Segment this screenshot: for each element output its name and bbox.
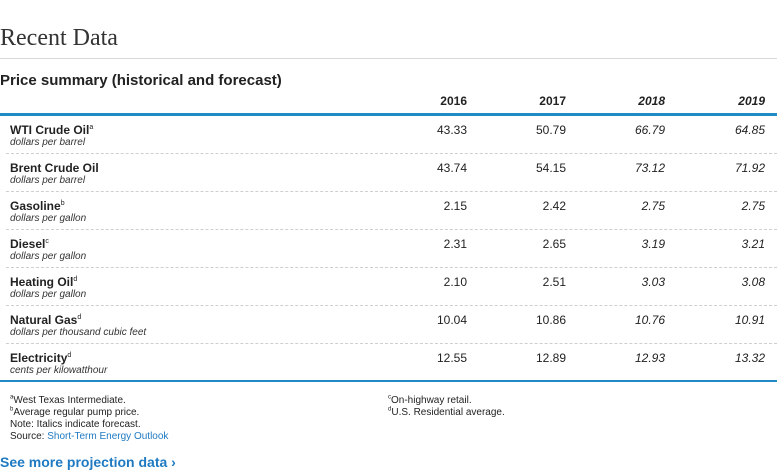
footnotes-left: aWest Texas Intermediate. bAverage regul… xyxy=(10,395,168,443)
year-header-2019: 2019 xyxy=(738,94,765,108)
row-label: Heating Oild xyxy=(10,275,78,289)
table-row: Electricityd cents per kilowatthour 12.5… xyxy=(0,344,777,382)
footnote-c: cOn-highway retail. xyxy=(388,394,472,406)
source-line: Source: Short-Term Energy Outlook xyxy=(10,431,169,442)
value-cell: 10.86 xyxy=(535,313,566,327)
forecast-cell: 10.76 xyxy=(634,313,665,327)
year-header-2017: 2017 xyxy=(539,94,566,108)
value-cell: 2.15 xyxy=(443,199,467,213)
row-unit: dollars per gallon xyxy=(10,289,87,300)
year-header-2018: 2018 xyxy=(638,94,665,108)
row-unit: dollars per barrel xyxy=(10,137,86,148)
table-row: Natural Gasd dollars per thousand cubic … xyxy=(0,306,777,344)
value-cell: 2.65 xyxy=(542,237,566,251)
row-label: Dieselc xyxy=(10,237,49,251)
year-header-2016: 2016 xyxy=(440,94,467,108)
table-row: Gasolineb dollars per gallon 2.15 2.42 2… xyxy=(0,192,777,230)
table-row: Dieselc dollars per gallon 2.31 2.65 3.1… xyxy=(0,230,777,268)
forecast-cell: 3.03 xyxy=(641,275,665,289)
row-label: Electricityd xyxy=(10,351,72,365)
row-unit: dollars per gallon xyxy=(10,213,87,224)
table-row: Brent Crude Oil dollars per barrel 43.74… xyxy=(0,154,777,192)
value-cell: 43.33 xyxy=(436,123,467,137)
source-link[interactable]: Short-Term Energy Outlook xyxy=(47,431,169,442)
value-cell: 2.31 xyxy=(443,237,467,251)
row-divider xyxy=(6,153,777,154)
footnote-b: bAverage regular pump price. xyxy=(10,406,140,418)
forecast-cell: 2.75 xyxy=(741,199,765,213)
forecast-cell: 2.75 xyxy=(641,199,665,213)
table-row: Heating Oild dollars per gallon 2.10 2.5… xyxy=(0,268,777,306)
forecast-note: Note: Italics indicate forecast. xyxy=(10,419,141,430)
value-cell: 2.51 xyxy=(542,275,566,289)
footnote-d: dU.S. Residential average. xyxy=(388,406,505,418)
value-cell: 10.04 xyxy=(436,313,467,327)
row-label: Brent Crude Oil xyxy=(10,161,99,175)
value-cell: 43.74 xyxy=(436,161,467,175)
header-rule xyxy=(0,113,777,116)
forecast-cell: 64.85 xyxy=(734,123,765,137)
row-label: Natural Gasd xyxy=(10,313,82,327)
page-heading: Recent Data xyxy=(0,25,118,51)
value-cell: 54.15 xyxy=(535,161,566,175)
row-unit: dollars per barrel xyxy=(10,175,86,186)
forecast-cell: 3.21 xyxy=(741,237,765,251)
forecast-cell: 71.92 xyxy=(734,161,765,175)
table-row: WTI Crude Oila dollars per barrel 43.33 … xyxy=(0,116,777,154)
row-unit: dollars per gallon xyxy=(10,251,87,262)
forecast-cell: 10.91 xyxy=(734,313,765,327)
row-label: Gasolineb xyxy=(10,199,65,213)
table-title: Price summary (historical and forecast) xyxy=(0,72,282,89)
forecast-cell: 73.12 xyxy=(634,161,665,175)
value-cell: 50.79 xyxy=(535,123,566,137)
row-divider xyxy=(6,267,777,268)
forecast-cell: 3.08 xyxy=(741,275,765,289)
forecast-cell: 13.32 xyxy=(734,351,765,365)
footnote-a: aWest Texas Intermediate. xyxy=(10,394,126,406)
value-cell: 2.42 xyxy=(542,199,566,213)
value-cell: 2.10 xyxy=(443,275,467,289)
row-unit: cents per kilowatthour xyxy=(10,365,108,376)
heading-divider xyxy=(0,58,777,59)
row-divider xyxy=(6,343,777,344)
value-cell: 12.55 xyxy=(436,351,467,365)
value-cell: 12.89 xyxy=(535,351,566,365)
forecast-cell: 12.93 xyxy=(634,351,665,365)
footnotes-right: cOn-highway retail. dU.S. Residential av… xyxy=(388,395,505,419)
row-divider xyxy=(6,229,777,230)
row-divider xyxy=(6,191,777,192)
table-bottom-rule xyxy=(0,380,777,382)
row-label: WTI Crude Oila xyxy=(10,123,94,137)
row-unit: dollars per thousand cubic feet xyxy=(10,327,147,338)
forecast-cell: 3.19 xyxy=(641,237,665,251)
see-more-projection-link[interactable]: See more projection data › xyxy=(0,454,176,470)
row-divider xyxy=(6,305,777,306)
forecast-cell: 66.79 xyxy=(634,123,665,137)
